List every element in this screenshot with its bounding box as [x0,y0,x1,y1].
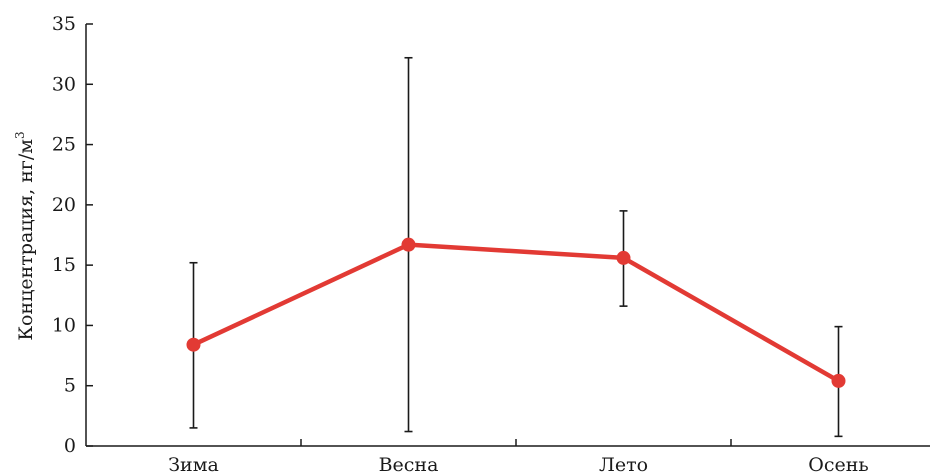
series-line [192,242,840,383]
data-point [616,250,631,265]
y-tick-label: 10 [52,314,76,336]
axes [85,24,930,447]
error-bars [189,56,843,438]
data-point [186,337,201,352]
y-tick-label: 0 [64,435,76,457]
y-tick-label: 15 [52,254,76,276]
y-tick-label: 35 [52,13,76,35]
series-group [186,237,846,388]
y-tick-label: 20 [52,194,76,216]
y-tick-label: 25 [52,134,76,156]
y-axis-label-superscript: 3 [13,131,27,139]
y-axis-label-text: Концентрация, нг/м [15,139,37,341]
data-point [831,373,846,388]
x-category-label: Зима [168,454,219,475]
x-category-label: Лето [599,454,648,475]
y-axis-label: Концентрация, нг/м3 [13,131,37,340]
x-ticks: Зима Весна Лето Осень [168,439,869,475]
y-ticks: 0 5 10 15 20 25 30 35 [52,13,93,457]
data-point [401,237,416,252]
y-tick-label: 5 [64,375,76,397]
x-category-label: Осень [808,454,868,475]
x-category-label: Весна [379,454,439,475]
y-tick-label: 30 [52,73,76,95]
